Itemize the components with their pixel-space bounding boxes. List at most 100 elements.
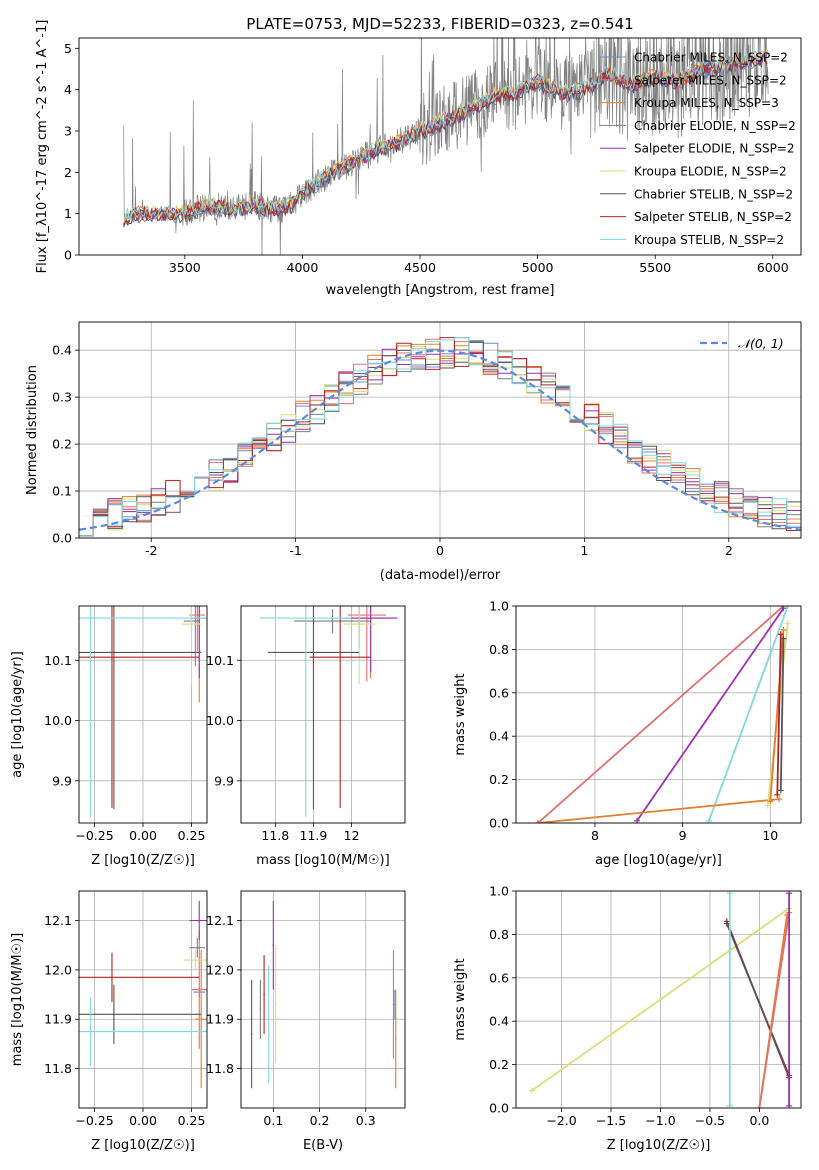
- weight_vs_age-line-chabrier_stelib: [779, 638, 785, 791]
- weight_vs_Z-ytick-label: 0.2: [489, 1057, 509, 1072]
- spectrum-panel: 3500 4000 4500 5000 5500 6000 0 1 2 3 4 5 wavelength…: [35, 20, 802, 298]
- mass_vs_ebv-xtick-label: 0.1: [263, 1113, 283, 1128]
- spectrum-plot-area: [123, 38, 769, 255]
- mass_vs_Z-ylabel: mass [log10(M/M☉)]: [10, 933, 25, 1066]
- age_vs_Z-grid: [79, 606, 207, 823]
- spectrum-legend-label: Kroupa MILES, N_SSP=3: [634, 96, 779, 110]
- mass_vs_Z-xtick-label: 0.25: [178, 1113, 206, 1128]
- spectrum-ytick-label: 4: [64, 82, 72, 97]
- age_vs_mass-point-salpeter_elodie: [369, 617, 372, 619]
- residuals-xtick-label: 1: [580, 543, 588, 558]
- mass_vs_ebv-point-kroupa_elodie: [274, 1003, 277, 1006]
- mass_vs_Z-panel: −0.25 0.00 0.25 11.8 11.9 12.0 12.1 Z [log10(Z/…: [10, 890, 208, 1153]
- weight_vs_Z-ylabel: mass weight: [453, 958, 468, 1040]
- normal-legend-label: 𝒩(0, 1): [738, 336, 784, 351]
- age_vs_Z-xlabel: Z [log10(Z/Z☉)]: [91, 853, 195, 868]
- weight_vs_age-frame: [515, 605, 802, 824]
- weight_vs_age-ytick-label: 0.0: [489, 816, 509, 831]
- weight_vs_age-xtick-label: 8: [591, 828, 599, 843]
- spectrum-xtick-label: 6000: [757, 260, 789, 275]
- weight_vs_age-line-kroupa_stelib: [708, 606, 789, 822]
- mass_vs_Z-frame: [78, 890, 208, 1109]
- residuals-ytick-label: 0.3: [52, 390, 72, 405]
- mass_vs_ebv-plot-area: [250, 900, 397, 1089]
- residuals-xtick-label: -2: [145, 543, 157, 558]
- age_vs_Z-ytick-label: 9.9: [52, 773, 72, 788]
- spectrum-xlabel: wavelength [Angstrom, rest frame]: [326, 283, 555, 298]
- mass_vs_Z-grid: [79, 891, 207, 1108]
- spectrum-legend-label: Salpeter STELIB, N_SSP=2: [634, 210, 792, 224]
- spectrum-model-salpeter_stelib: [123, 51, 768, 226]
- age_vs_Z-point-salpeter_stelib: [111, 656, 113, 659]
- figure-title: PLATE=0753, MJD=52233, FIBERID=0323, z=0…: [246, 15, 633, 33]
- residuals-xtick-label: -1: [289, 543, 301, 558]
- residuals-panel: -2 -1 0 1 2 0.0 0.1 0.2 0.3 0.4 (data-model)/error…: [25, 321, 802, 583]
- weight_vs_age-xlabel: age [log10(age/yr)]: [595, 853, 722, 868]
- mass_vs_ebv-grid: [241, 891, 405, 1108]
- mass_vs_ebv-xlabel: E(B-V): [303, 1138, 343, 1153]
- spectrum-legend-label: Salpeter ELODIE, N_SSP=2: [634, 142, 795, 156]
- age_vs_Z-plot-area: [79, 606, 207, 817]
- mass_vs_Z-ytick-label: 11.8: [44, 1061, 72, 1076]
- age_vs_Z-panel: −0.25 0.00 0.25 9.9 10.0 10.1 Z [log10(Z/Z☉)] a…: [10, 605, 208, 868]
- spectrum-legend-label: Chabrier STELIB, N_SSP=2: [634, 187, 793, 201]
- weight_vs_age-ytick-label: 1.0: [489, 599, 509, 614]
- weight_vs_age-panel: 8 9 10 0.0 0.2 0.4 0.6 0.8 1.0 age [log10(age/yr)…: [453, 599, 802, 868]
- spectrum-ytick-label: 5: [64, 41, 72, 56]
- residuals-ytick-label: 0.4: [52, 343, 72, 358]
- weight_vs_age-xtick-label: 9: [679, 828, 687, 843]
- age_vs_Z-xtick-label: 0.25: [178, 828, 206, 843]
- weight_vs_age-ylabel: mass weight: [453, 673, 468, 755]
- weight_vs_age-line-kroupa_miles: [537, 798, 780, 823]
- mass_vs_ebv-point-kroupa_miles: [394, 1038, 397, 1040]
- spectrum-legend-label: Kroupa STELIB, N_SSP=2: [634, 233, 784, 247]
- weight_vs_Z-ytick-label: 0.4: [489, 1014, 509, 1029]
- spectrum-data-line: [123, 38, 769, 255]
- charts-layer: 3500 4000 4500 5000 5500 6000012345wavelength…: [10, 20, 802, 1153]
- mass_vs_Z-point-salpeter_stelib: [111, 976, 113, 979]
- normal-curve: [79, 349, 801, 531]
- weight_vs_age-line-salpeter_elodie: [636, 607, 785, 822]
- residuals-ytick-label: 0.2: [52, 437, 72, 452]
- weight_vs_Z-xtick-label: −0.5: [695, 1113, 725, 1128]
- age_vs_mass-point-kroupa_elodie: [358, 623, 361, 625]
- age_vs_mass-point-salpeter_stelib: [339, 656, 341, 659]
- mass_vs_Z-xlabel: Z [log10(Z/Z☉)]: [91, 1138, 195, 1153]
- age_vs_Z-frame: [78, 605, 208, 824]
- mass_vs_ebv-point-chabrier_elodie: [259, 1008, 262, 1011]
- weight_vs_Z-ytick-label: 0.8: [489, 927, 509, 942]
- weight_vs_Z-ytick-label: 0.0: [489, 1101, 509, 1116]
- age_vs_mass-point-salpeter_miles: [366, 614, 368, 616]
- weight_vs_age-line-salpeter_miles: [537, 606, 785, 823]
- spectrum-legend-label: Salpeter MILES, N_SSP=2: [634, 73, 787, 87]
- residuals-xlabel: (data-model)/error: [380, 568, 501, 583]
- mass_vs_Z-point-salpeter_elodie: [198, 919, 201, 922]
- spectrum-frame: [78, 37, 802, 256]
- age_vs_mass-point-kroupa_stelib: [305, 617, 307, 619]
- mass_vs_ebv-point-salpeter_stelib: [263, 993, 265, 996]
- age_vs_mass-xlabel: mass [log10(M/M☉)]: [256, 853, 389, 868]
- age_vs_Z-ytick-label: 10.0: [44, 713, 72, 728]
- weight_vs_Z-panel: −2.0 −1.5 −1.0 −0.5 0.0 0.0 0.2 0.4 0.6 0.8 1.0 Z […: [453, 884, 802, 1153]
- residuals-xtick-label: 0: [436, 543, 444, 558]
- residuals-ytick-label: 0.1: [52, 484, 72, 499]
- age_vs_mass-ytick-label: 10.0: [206, 713, 234, 728]
- weight_vs_age-xtick-label: 10: [762, 828, 778, 843]
- mass_vs_ebv-point-salpeter_miles: [392, 1003, 395, 1006]
- mass_vs_ebv-point-kroupa_stelib: [267, 1023, 270, 1025]
- weight_vs_Z-xlabel: Z [log10(Z/Z☉)]: [607, 1138, 711, 1153]
- age_vs_Z-point-kroupa_stelib: [89, 617, 92, 619]
- age_vs_mass-frame: [240, 605, 406, 824]
- mass_vs_ebv-ytick-label: 12.1: [206, 913, 234, 928]
- age_vs_mass-plot-area: [260, 606, 398, 817]
- age_vs_mass-grid: [241, 606, 405, 823]
- mass_vs_Z-point-kroupa_stelib: [89, 1030, 92, 1033]
- mass_vs_Z-point-salpeter_miles: [198, 988, 201, 991]
- mass_vs_Z-point-kroupa_elodie: [194, 959, 197, 961]
- mass_vs_Z-ytick-label: 12.0: [44, 962, 72, 977]
- spectrum-legend-label: Chabrier MILES, N_SSP=2: [634, 51, 788, 65]
- age_vs_mass-xtick-label: 11.8: [261, 828, 289, 843]
- spectrum-xtick-label: 5500: [639, 260, 671, 275]
- weight_vs_Z-line-chabrier_stelib: [725, 923, 790, 1076]
